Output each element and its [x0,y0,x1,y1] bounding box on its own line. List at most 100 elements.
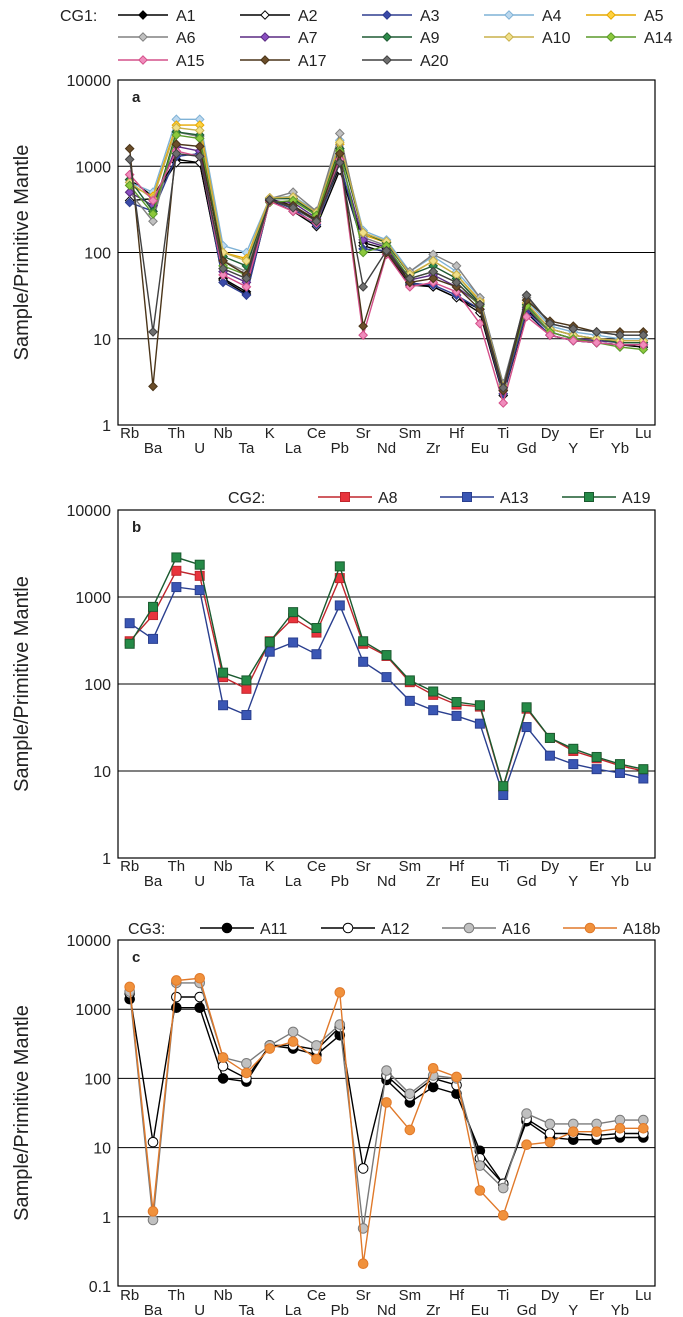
series-line [129,134,644,392]
x-tick-label: Gd [517,1302,537,1317]
x-tick-label: Ba [144,1302,163,1317]
x-tick-label: Th [168,425,186,442]
data-point [591,337,602,348]
plot-frame [117,939,656,1287]
legend-marker [463,922,475,934]
legend-item: A13 [440,490,529,507]
legend-group-label: CG2: [228,490,265,507]
data-point [474,1160,486,1171]
x-tick-label: U [194,1302,205,1317]
data-point [591,751,602,762]
legend: CG1: A1 A2 A3 A4 A5 A6 A7 A9 A10 A14 A15 A17 A20 [60,8,673,70]
data-point [241,273,252,284]
data-point [521,702,532,713]
x-tick-label: Hf [449,858,465,875]
data-point [638,330,649,341]
x-tick-label: Sr [356,1287,371,1304]
data-point [148,633,159,644]
panel-letter: a [132,89,141,106]
data-point [498,382,509,393]
legend-item: A12 [321,921,410,938]
y-tick-label: 100 [84,246,111,263]
x-tick-label: Dy [541,1287,560,1304]
x-tick-label: Rb [120,858,139,875]
data-point [124,143,135,154]
data-point [568,743,579,754]
x-tick-label: U [194,440,205,457]
x-tick-label: Ce [307,1287,326,1304]
data-point [544,1136,556,1148]
x-tick-label: K [265,1287,275,1304]
series-A11 [124,993,649,1190]
series-line [129,143,644,394]
y-axis-label: Sample/Primitive Mantle [11,1005,33,1221]
legend-label: A10 [542,30,571,47]
x-tick-label: Dy [541,425,560,442]
series-line [129,993,644,1186]
data-point [217,1052,229,1063]
data-point [451,697,462,708]
x-tick-label: Sm [399,1287,422,1304]
data-point [264,636,275,647]
y-axis-label: Sample/Primitive Mantle [11,145,33,361]
x-tick-label: Nd [377,440,396,457]
legend-item: A1 [118,8,196,25]
y-tick-label: 1000 [75,159,111,176]
data-point [264,1043,276,1054]
x-tick-label: Y [568,873,578,890]
data-point [451,277,462,288]
legend-item: A3 [362,8,440,25]
data-point [404,1088,416,1100]
legend-marker [584,492,594,502]
y-tick-label: 0.1 [89,1279,111,1296]
x-tick-label: Er [589,425,604,442]
data-point [288,202,299,213]
x-tick-label: Y [568,1302,578,1317]
x-tick-label: Gd [517,873,537,890]
x-tick-label: Nd [377,1302,396,1317]
legend-item: A11 [200,921,287,938]
legend-label: A2 [298,8,318,25]
data-point [264,194,275,205]
x-tick-label: Ti [497,858,509,875]
x-tick-label: Ce [307,858,326,875]
x-tick-label: U [194,873,205,890]
legend-marker [462,492,472,502]
legend-item: A14 [586,30,673,47]
legend-item: A16 [442,921,531,938]
data-point [521,1108,532,1119]
legend-label: A18b [623,921,660,938]
legend-item: A18b [563,921,660,938]
data-point [148,195,158,206]
data-point [194,151,205,162]
data-point [148,209,158,219]
data-point [218,269,228,280]
data-point [568,335,579,346]
data-point [498,781,509,792]
data-point [544,732,555,743]
x-tick-label: Yb [611,440,629,457]
data-point [428,273,439,284]
data-point [404,675,415,686]
data-point [194,972,206,984]
data-point [521,311,532,322]
legend-group-label: CG1: [60,8,97,25]
data-point [381,672,392,683]
data-point [217,1073,229,1084]
x-tick-label: Th [168,1287,186,1304]
x-tick-label: Hf [449,425,465,442]
data-point [427,1062,439,1074]
data-point [241,675,252,686]
x-tick-label: La [285,873,302,890]
data-point [148,601,159,612]
data-point [334,561,345,572]
x-tick-label: Rb [120,425,139,442]
data-point [124,981,135,993]
data-point [521,290,532,301]
data-point [311,623,322,634]
data-point [451,1071,462,1083]
legend-label: A17 [298,53,327,70]
x-tick-label: Nb [213,858,232,875]
legend-item: A2 [240,8,318,25]
legend-marker [342,922,354,934]
